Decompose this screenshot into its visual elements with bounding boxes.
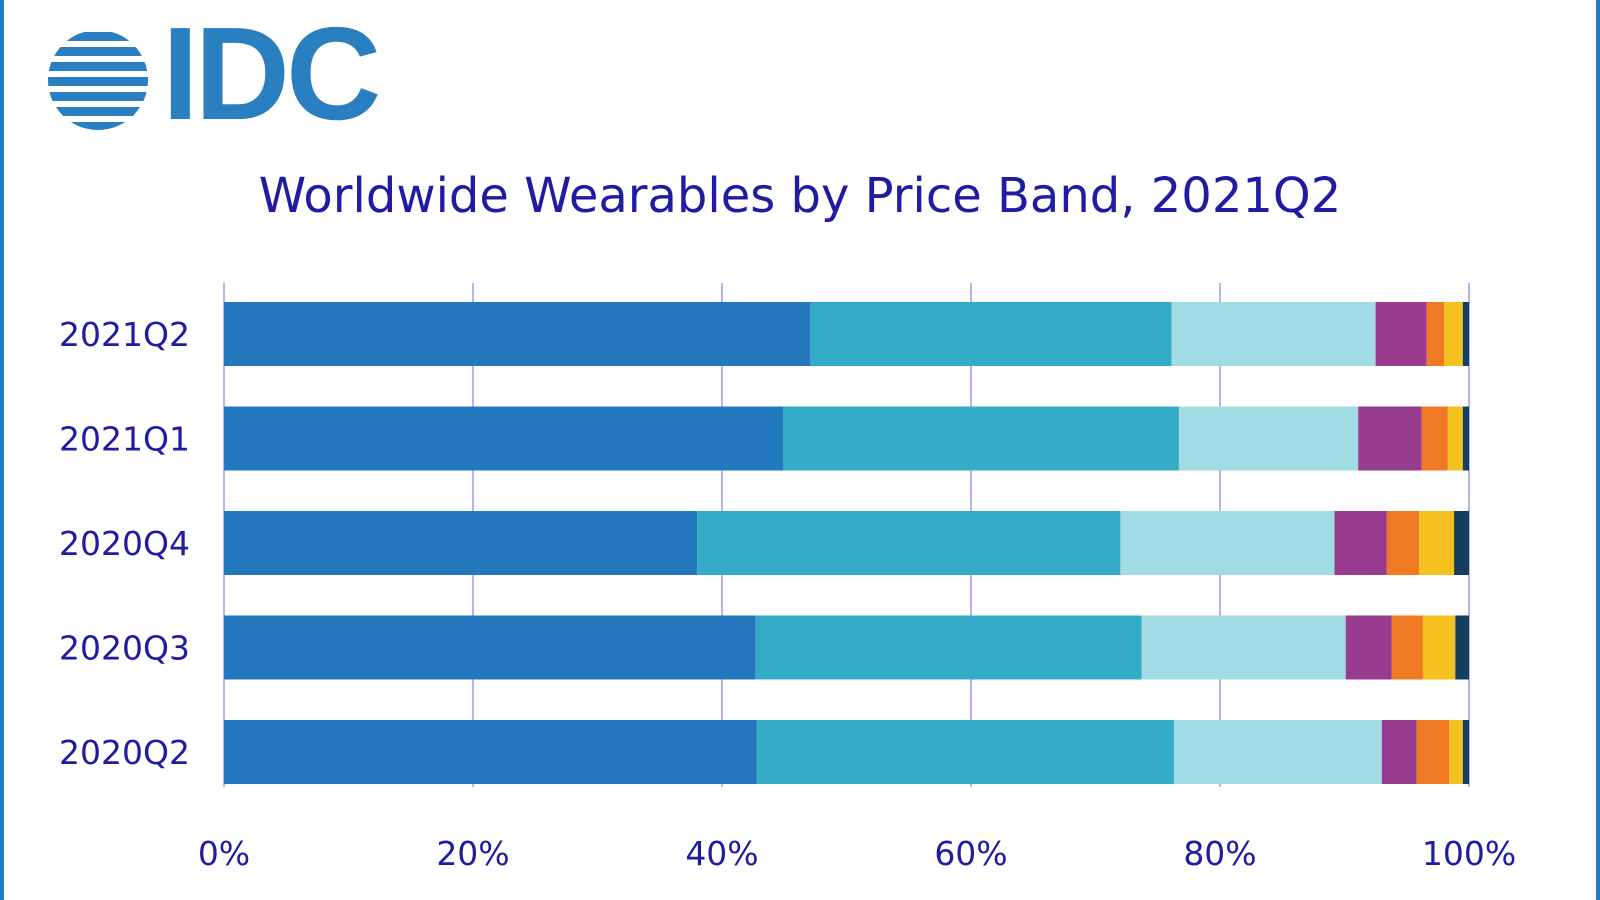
bar-segment — [224, 406, 784, 471]
bar-segment — [1422, 615, 1456, 680]
bar-segment — [697, 511, 1121, 575]
bar-segment — [756, 720, 1174, 784]
tick-labels: 0% 20% 40% 60% 80% 100% — [198, 834, 1516, 873]
bar-segment — [1381, 720, 1417, 784]
x-tick-label: 0% — [198, 834, 250, 873]
bar-segment — [1173, 720, 1382, 784]
bar-segment — [783, 406, 1179, 471]
idc-logo: IDC — [46, 8, 386, 142]
category-label: 2020Q4 — [59, 524, 190, 563]
category-label: 2021Q1 — [59, 420, 190, 459]
bar-segment — [224, 511, 698, 575]
bar-segment — [1444, 302, 1463, 366]
bar-segment — [1416, 720, 1450, 784]
bar-segment — [810, 302, 1172, 366]
bar-segment — [1449, 720, 1463, 784]
bar-segment — [1462, 406, 1469, 471]
bar-segment — [1462, 302, 1469, 366]
bar-segment — [1358, 406, 1422, 471]
x-tick-label: 100% — [1422, 834, 1516, 873]
category-label: 2020Q3 — [59, 629, 190, 668]
bar-segment — [755, 615, 1142, 680]
bar-segment — [1386, 511, 1420, 575]
chart-title: Worldwide Wearables by Price Band, 2021Q… — [258, 168, 1342, 224]
bar-segment — [1419, 511, 1455, 575]
x-tick-label: 20% — [436, 834, 509, 873]
bar-segment — [1462, 720, 1469, 784]
logo-text: IDC — [162, 0, 381, 147]
bar-segment — [1375, 302, 1427, 366]
x-tick-label: 40% — [685, 834, 758, 873]
globe-stripes-icon — [48, 32, 148, 130]
bar-segment — [1391, 615, 1423, 680]
bar-segment — [224, 615, 756, 680]
x-tick-label: 80% — [1183, 834, 1256, 873]
bar-segment — [224, 302, 811, 366]
bars — [224, 302, 1469, 784]
bar-segment — [1141, 615, 1346, 680]
bar-segment — [1455, 615, 1469, 680]
bar-segment — [1454, 511, 1469, 575]
category-label: 2020Q2 — [59, 733, 190, 772]
bar-segment — [1171, 302, 1376, 366]
bar-segment — [1426, 302, 1445, 366]
bar-segment — [1345, 615, 1392, 680]
x-tick-label: 60% — [934, 834, 1007, 873]
bar-segment — [1447, 406, 1463, 471]
bar-segment — [1120, 511, 1335, 575]
category-labels: 2021Q2 2021Q1 2020Q4 2020Q3 2020Q2 — [59, 315, 190, 772]
bar-segment — [1421, 406, 1448, 471]
bar-segment — [1334, 511, 1387, 575]
bar-segment — [224, 720, 757, 784]
bar-segment — [1178, 406, 1359, 471]
category-label: 2021Q2 — [59, 315, 190, 354]
